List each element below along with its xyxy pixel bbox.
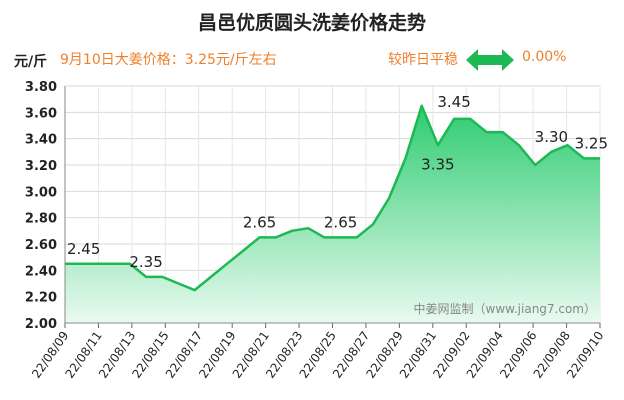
change-value: 0.00% [522,49,567,65]
price-note: 9月10日大姜价格：3.25元/斤左右 [60,52,277,68]
y-tick-label: 3.40 [25,133,57,148]
watermark: 中姜网监制（www.jiang7.com） [414,301,596,316]
y-tick-label: 3.80 [25,80,57,95]
y-tick-label: 2.80 [25,212,57,227]
data-label: 2.65 [324,213,357,231]
y-axis-unit: 元/斤 [14,54,48,70]
y-tick-label: 3.20 [25,159,57,174]
y-tick-label: 3.60 [25,106,57,121]
data-label: 3.30 [535,128,568,146]
change-label: 较昨日平稳 [388,52,458,68]
area-fill [65,105,600,323]
data-label: 2.45 [67,240,100,258]
data-label: 2.35 [129,253,162,271]
price-line [65,104,600,292]
chart-title: 昌邑优质圆头洗姜价格走势 [197,12,426,34]
double-arrow-icon [466,49,514,71]
y-tick-label: 2.60 [25,238,57,253]
data-label: 3.35 [421,155,454,173]
y-tick-label: 3.00 [25,185,57,200]
data-label: 3.45 [437,93,470,111]
data-label: 3.25 [575,134,608,152]
y-tick-label: 2.20 [25,291,57,306]
data-label: 2.65 [243,213,276,231]
y-tick-label: 2.40 [25,264,57,279]
y-tick-label: 2.00 [25,317,57,332]
